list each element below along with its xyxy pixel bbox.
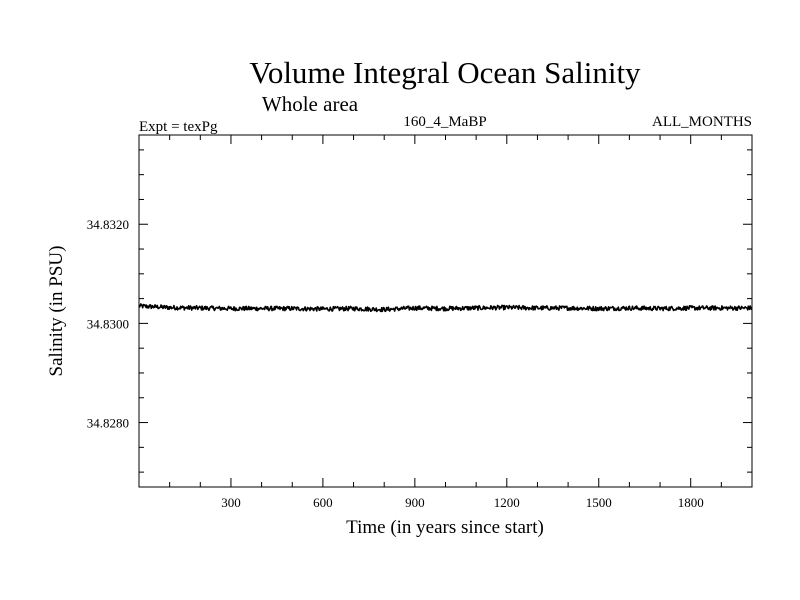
period-label: 160_4_MaBP	[403, 114, 486, 130]
series-line-salinity	[138, 303, 753, 313]
chart-subtitle: Whole area	[262, 92, 359, 116]
x-axis-label: Time (in years since start)	[346, 517, 544, 538]
x-tick-label: 1200	[494, 495, 520, 510]
x-tick-label: 1800	[678, 495, 704, 510]
x-tick-label: 900	[405, 495, 425, 510]
y-tick-label: 34.8280	[87, 416, 129, 431]
x-tick-label: 300	[221, 495, 241, 510]
y-axis-ticks: 34.8280 34.8300 34.8320	[87, 149, 752, 473]
experiment-label: Expt = texPg	[139, 119, 218, 135]
x-tick-label: 1500	[586, 495, 612, 510]
x-axis-ticks: 300 600 900 1200 1500 1800	[169, 135, 722, 510]
y-axis-label: Salinity (in PSU)	[46, 246, 67, 377]
months-label: ALL_MONTHS	[652, 114, 752, 130]
y-tick-label: 34.8300	[87, 316, 129, 331]
y-tick-label: 34.8320	[87, 217, 129, 232]
series-layer	[138, 303, 753, 313]
x-tick-label: 600	[313, 495, 333, 510]
chart-title: Volume Integral Ocean Salinity	[249, 55, 641, 90]
